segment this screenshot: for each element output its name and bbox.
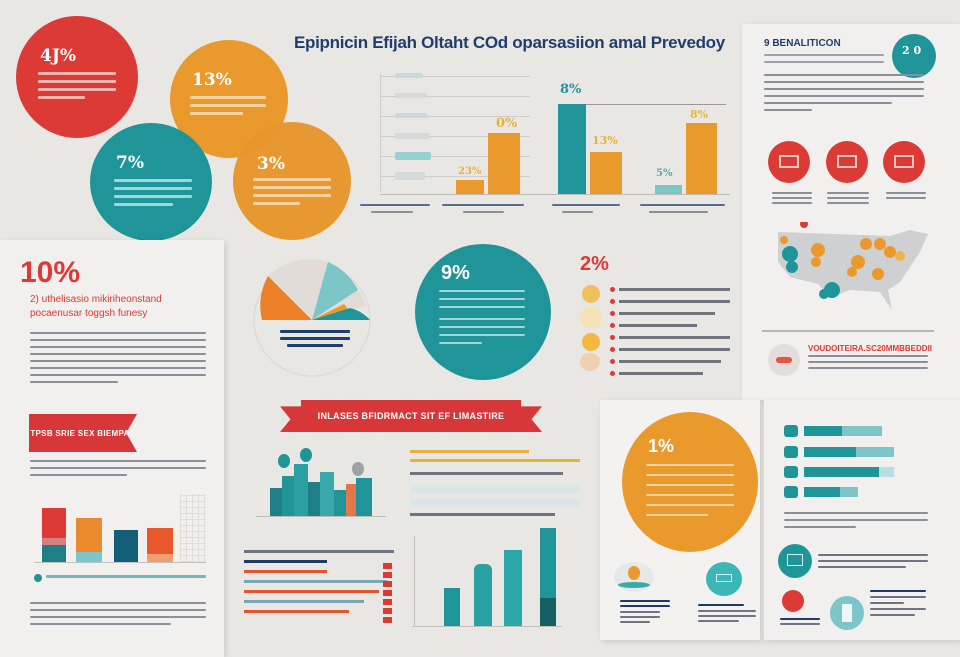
orange-stat-text-2 [253,178,331,210]
bar-chart-icon [768,141,810,183]
center-stat-circle: 9% [415,244,551,380]
progress-list [244,550,394,613]
pie-chart [240,250,380,380]
big-stat-value: 10% [20,256,81,289]
red-stat-text [38,72,116,104]
bottom-stat-circle: 1% [622,412,758,552]
teal-stat-circle: 7% [90,123,212,241]
left-ribbon: TPSB SRIE SEX BIEMPAB [29,414,137,452]
orange-stat-text [190,96,266,120]
person-icon [614,562,654,592]
teal-bar-chart [412,528,582,628]
center-stat-value: 9% [441,262,470,284]
center-list [410,450,580,516]
bottom-stat-value: 1% [648,436,675,456]
bar-1 [456,180,484,194]
center-ribbon: INLASES BFIDRMACT SIT EF LIMASTIRE [280,400,542,432]
skyline-chart [256,448,386,518]
orange-stat-circle-2: 3% [233,122,351,240]
top-bar-chart: 23% 0% 8% 13% 5% 8% [350,68,735,218]
h-bar-4 [804,487,840,497]
h-bar-2 [804,447,856,457]
left-subtitle-1: 2) uthelisasio mikiriheonstand [30,294,162,305]
egg-illustration [578,285,604,373]
red-stat-circle: 4J% [16,16,138,138]
bar-4 [590,152,622,194]
orange-stat-value-2: 3% [257,154,285,174]
door-icon [830,596,864,630]
clipboard-icon [706,562,742,596]
teal-dot-icon [34,574,42,582]
corner-stat-value: 2 0 [902,44,922,57]
right-panel-heading: 9 BENALITICON [764,38,841,49]
bar-label-4: 13% [592,134,618,147]
chart-axis [380,74,381,192]
bar-label-3: 8% [560,82,582,97]
bar-6 [686,123,717,194]
orange-stat-value: 13% [192,70,232,90]
bottom-right-panel [764,400,960,640]
bar-3 [558,104,586,194]
teal-stat-value: 7% [116,153,144,173]
page-title: Epipnicin Efijah Oltaht COd oparsasiion … [294,33,725,52]
bottom-middle-panel: 1% [600,400,760,640]
right-panel: 9 BENALITICON 2 0 VOUDOITEI [742,24,960,400]
h-bar-3 [804,467,879,477]
bar-label-1: 23% [458,166,482,177]
hand-icon [768,344,800,376]
left-subtitle-2: pocaenusar toggsh funesy [30,308,148,319]
red-stat-value: 4J% [40,46,77,66]
center-stat-text [439,290,525,349]
bottom-stat-text [646,464,734,521]
bar-label-2: 0% [496,116,518,131]
teal-stat-text [114,179,192,211]
bar-5 [655,185,682,194]
map-icon [770,220,930,312]
left-mini-chart [34,490,206,570]
corner-stat-circle: 2 0 [892,34,936,78]
calendar-icon [778,544,812,578]
left-panel: 10% 2) uthelisasio mikiriheonstand pocae… [0,240,224,657]
bar-2 [488,133,520,194]
map-caption-heading: VOUDOITEIRA.SC20MMBBEDDII [808,344,933,353]
right-panel-text [764,54,884,68]
middle-list [610,287,730,376]
bar-label-6: 8% [690,108,709,121]
building-icon [883,141,925,183]
document-icon [782,590,804,612]
bar-label-5: 5% [656,168,673,179]
left-body-text [30,332,206,388]
middle-stat-value: 2% [580,253,609,275]
h-bar-1 [804,426,842,436]
people-icon [826,141,868,183]
